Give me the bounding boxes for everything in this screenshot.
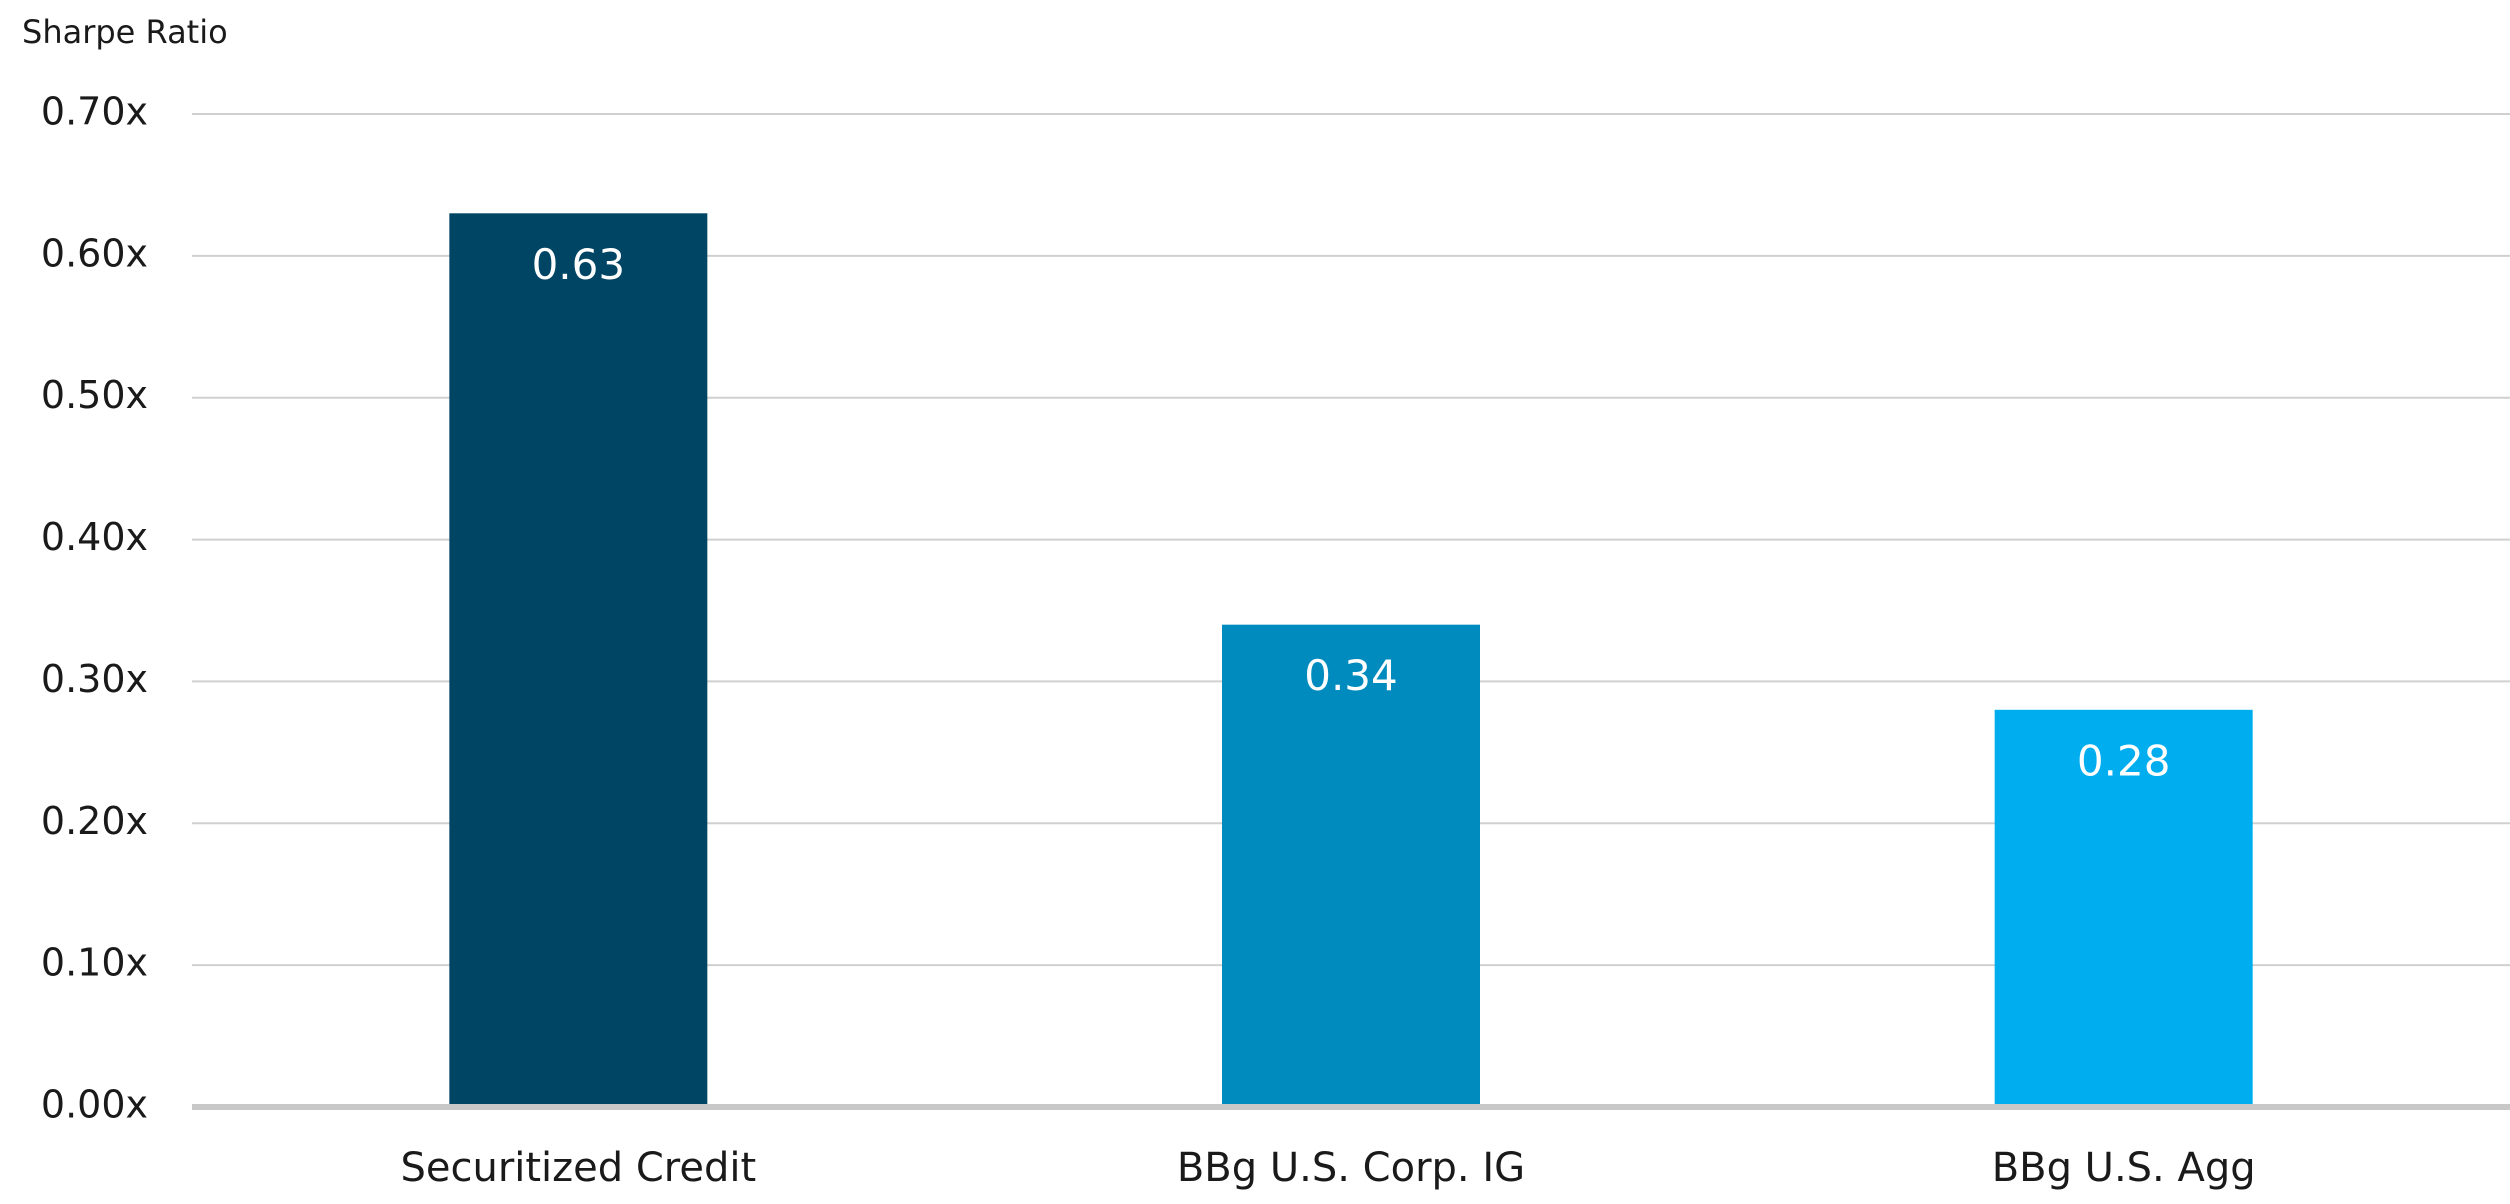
bar — [1994, 709, 2253, 1104]
y-tick-label: 0.60x — [41, 231, 148, 275]
x-tick-label: BBg U.S. Agg — [1992, 1145, 2256, 1191]
y-tick-label: 0.50x — [41, 373, 148, 417]
y-tick-label: 0.10x — [41, 941, 148, 985]
y-axis-label: Sharpe Ratio — [22, 13, 228, 51]
y-tick-label: 0.20x — [41, 799, 148, 843]
bar-value-label: 0.63 — [532, 240, 626, 289]
bar — [1222, 624, 1480, 1104]
y-tick-label: 0.30x — [41, 657, 148, 701]
bar — [449, 213, 708, 1105]
y-tick-label: 0.40x — [41, 515, 148, 559]
x-tick-label: BBg U.S. Corp. IG — [1177, 1145, 1525, 1191]
y-tick-label: 0.00x — [41, 1083, 148, 1127]
bar-value-label: 0.34 — [1304, 651, 1398, 700]
bar-value-label: 0.28 — [2077, 736, 2171, 785]
x-tick-label: Securitized Credit — [400, 1145, 756, 1191]
y-tick-label: 0.70x — [41, 90, 148, 134]
